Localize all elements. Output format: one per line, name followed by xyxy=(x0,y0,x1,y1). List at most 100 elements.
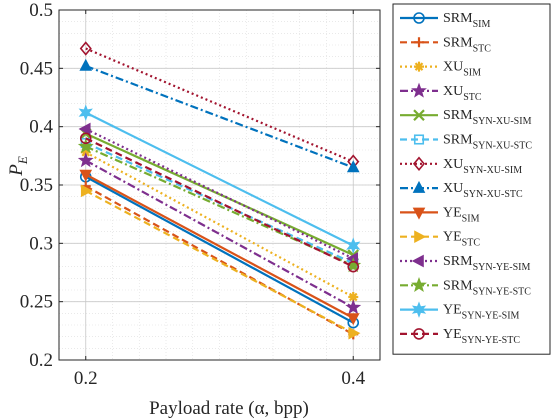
data-point xyxy=(346,313,360,326)
series-xu-stc xyxy=(77,152,362,315)
legend-item: SRMSYN-YE-SIM xyxy=(400,254,530,273)
series-line xyxy=(85,47,354,163)
y-tick-label: 0.2 xyxy=(29,350,53,371)
legend-label-main: YE xyxy=(443,230,462,245)
legend-marker xyxy=(414,37,424,48)
legend-label: XUSYN-XU-SIM xyxy=(443,157,522,176)
legend-marker xyxy=(414,61,424,72)
legend-marker xyxy=(411,82,427,98)
y-tick-label: 0.4 xyxy=(29,117,53,138)
legend-marker xyxy=(413,109,425,121)
data-point xyxy=(79,132,92,145)
legend-label-sub: STC xyxy=(463,92,482,103)
y-tick-labels: 0.2 0.25 0.3 0.35 0.4 0.45 0.5 xyxy=(20,0,54,371)
series-line xyxy=(85,151,354,298)
x-axis-title: Payload rate (α, bpp) xyxy=(149,398,309,419)
y-axis-title-main: P xyxy=(6,164,27,177)
series-ye-syn-ye-stc xyxy=(79,132,360,273)
legend-item: XUSYN-XU-STC xyxy=(400,180,523,200)
y-axis-title: PE xyxy=(6,156,30,177)
legend-label-sub: SYN-YE-STC xyxy=(462,335,521,346)
data-point xyxy=(79,58,93,71)
y-tick-label: 0.35 xyxy=(20,175,53,196)
legend-label-sub: SIM xyxy=(462,213,480,224)
legend-label-sub: SYN-XU-STC xyxy=(473,141,533,152)
legend-label-main: SRM xyxy=(443,11,473,26)
data-point xyxy=(345,299,362,315)
legend-label-sub: SYN-XU-STC xyxy=(463,189,523,200)
series-layer xyxy=(77,41,362,340)
legend-marker xyxy=(412,180,426,193)
series-ye-syn-ye-sim xyxy=(78,104,361,254)
x-tick-label: 0.4 xyxy=(341,368,365,389)
data-point xyxy=(78,122,91,136)
series-line xyxy=(85,159,354,309)
legend-item: YESYN-YE-STC xyxy=(400,327,520,346)
y-tick-label: 0.5 xyxy=(29,0,53,21)
legend-label-sub: SYN-YE-STC xyxy=(473,286,532,297)
legend-label-sub: SYN-XU-SIM xyxy=(463,165,522,176)
legend-label-sub: SYN-YE-SIM xyxy=(462,311,520,322)
data-point xyxy=(80,184,93,198)
data-point xyxy=(78,104,93,121)
legend-label: YESTC xyxy=(443,230,480,249)
legend-label-main: SRM xyxy=(443,254,473,269)
plot-area xyxy=(58,9,381,361)
legend-label: XUSYN-XU-STC xyxy=(443,181,523,200)
data-point xyxy=(347,260,360,273)
legend-label-sub: STC xyxy=(462,238,481,249)
legend-item: XUSIM xyxy=(400,60,481,79)
legend-box xyxy=(392,3,551,355)
legend-marker xyxy=(413,134,425,145)
series-line xyxy=(85,185,354,336)
legend-marker xyxy=(411,276,427,293)
x-tick-label: 0.2 xyxy=(74,368,98,389)
legend-label-sub: SYN-XU-SIM xyxy=(473,116,532,127)
legend-label-main: SRM xyxy=(443,133,473,148)
legend-item: SRMSYN-YE-STC xyxy=(400,276,531,297)
legend-label-sub: STC xyxy=(473,43,492,54)
series-line xyxy=(85,175,354,324)
x-tick-labels: 0.2 0.4 xyxy=(74,368,366,389)
data-point xyxy=(346,160,360,173)
legend-label: YESYN-YE-STC xyxy=(443,327,520,346)
legend-item: YESIM xyxy=(400,205,480,224)
legend: SRMSIMSRMSTCXUSIMXUSTCSRMSYN-XU-SIMSRMSY… xyxy=(392,3,551,355)
legend-label-sub: SIM xyxy=(463,68,481,79)
legend-marker xyxy=(414,230,427,244)
legend-label: YESIM xyxy=(443,205,480,224)
legend-marker xyxy=(413,328,425,340)
legend-label: XUSIM xyxy=(443,60,481,79)
legend-item: XUSYN-XU-SIM xyxy=(400,156,522,176)
legend-label: SRMSTC xyxy=(443,35,491,54)
legend-item: XUSTC xyxy=(400,82,482,103)
y-tick-label: 0.3 xyxy=(29,233,53,254)
series-ye-stc xyxy=(80,184,361,340)
legend-label-main: XU xyxy=(443,157,463,172)
data-point xyxy=(348,292,359,302)
series-line xyxy=(85,132,354,257)
series-line xyxy=(85,111,354,247)
legend-item: SRMSTC xyxy=(400,35,491,54)
series-xu-syn-xu-stc xyxy=(79,58,360,173)
legend-item: YESYN-YE-SIM xyxy=(400,301,520,322)
legend-marker xyxy=(412,207,426,220)
legend-label: SRMSYN-YE-STC xyxy=(443,278,531,297)
data-point xyxy=(77,152,94,168)
legend-label-main: YE xyxy=(443,205,462,220)
series-ye-sim xyxy=(79,169,360,326)
data-point xyxy=(79,169,93,182)
y-tick-label: 0.25 xyxy=(20,292,53,313)
data-point xyxy=(77,138,94,154)
legend-label: XUSTC xyxy=(443,84,482,103)
y-axis-title-sub: E xyxy=(15,156,30,165)
legend-marker xyxy=(411,254,424,268)
legend-marker xyxy=(413,12,425,24)
legend-label-main: SRM xyxy=(443,278,473,293)
ticks xyxy=(59,9,380,361)
legend-label-main: XU xyxy=(443,84,463,99)
legend-label-main: XU xyxy=(443,60,463,75)
data-point xyxy=(348,326,361,340)
data-point xyxy=(346,237,361,254)
